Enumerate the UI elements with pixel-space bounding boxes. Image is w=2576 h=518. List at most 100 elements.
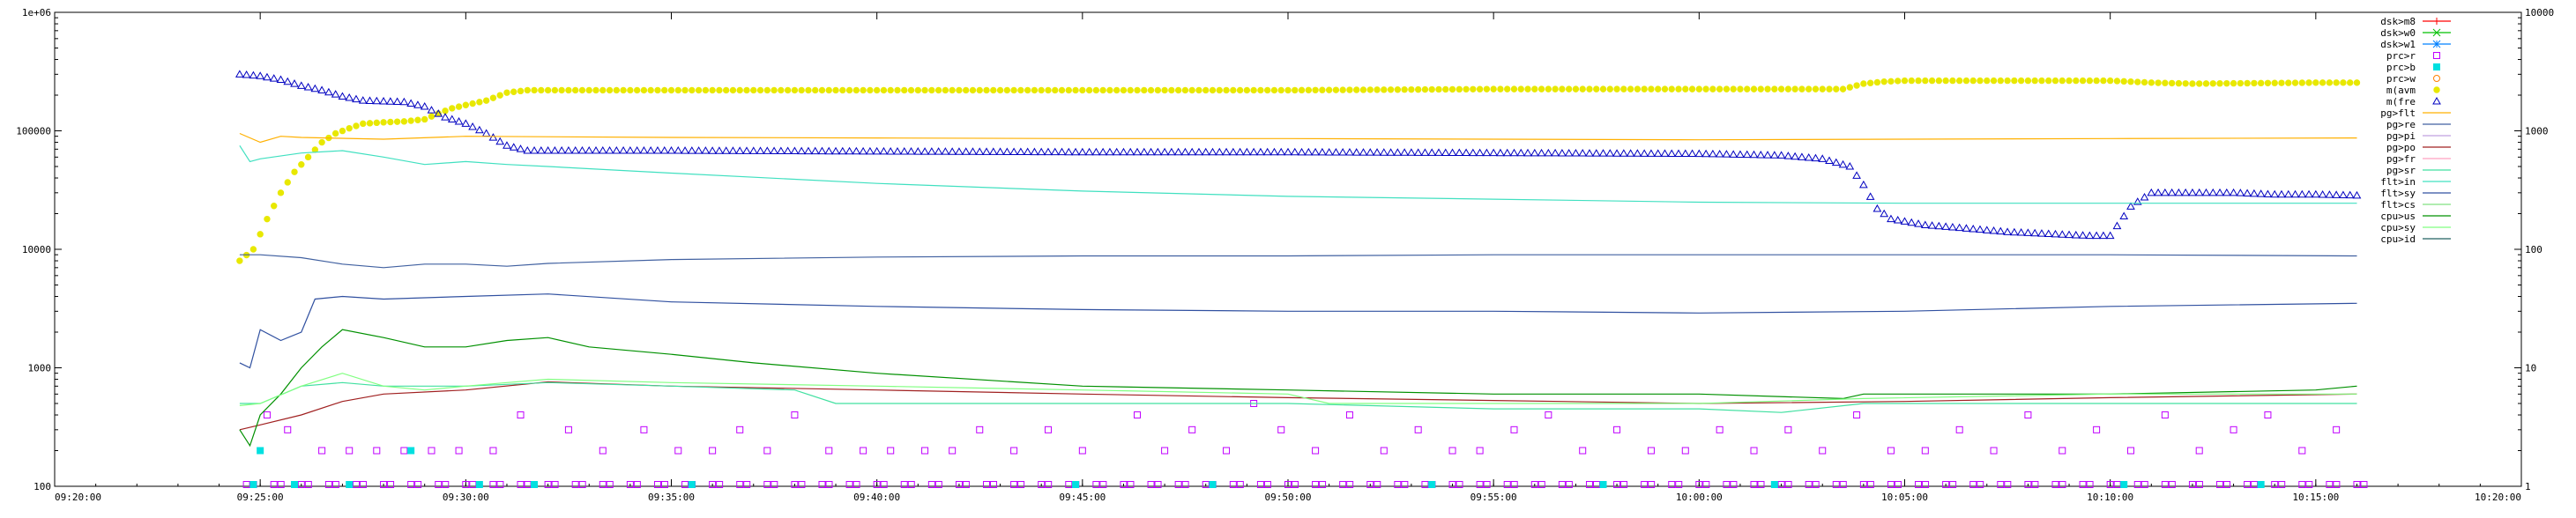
series-point bbox=[1339, 86, 1346, 93]
series-point bbox=[1730, 85, 1737, 92]
series-point bbox=[845, 86, 853, 94]
series-point bbox=[2071, 230, 2081, 239]
series-point bbox=[1338, 148, 1348, 156]
series-point bbox=[1626, 149, 1635, 157]
series-point bbox=[530, 146, 539, 154]
series-point bbox=[1250, 86, 1257, 94]
series-point bbox=[2059, 77, 2066, 85]
series-point bbox=[1579, 85, 1586, 92]
series-point bbox=[689, 86, 696, 94]
series-point bbox=[1351, 148, 1361, 156]
series-point bbox=[647, 86, 654, 94]
series-point bbox=[1168, 86, 1175, 94]
bottom-marker bbox=[1894, 481, 1902, 488]
series-point bbox=[276, 75, 286, 83]
series-point bbox=[2298, 79, 2305, 86]
series-point bbox=[1709, 85, 1716, 92]
series-point bbox=[2195, 447, 2203, 455]
bottom-marker bbox=[688, 481, 696, 488]
series-point bbox=[906, 147, 916, 155]
series-point bbox=[2155, 79, 2162, 86]
series-point bbox=[1716, 85, 1724, 92]
series-point bbox=[2051, 77, 2059, 85]
series-point bbox=[1394, 86, 1402, 93]
series-point bbox=[2353, 79, 2361, 86]
series-point bbox=[1346, 86, 1353, 93]
series-point bbox=[2093, 77, 2100, 85]
series-point bbox=[2318, 189, 2327, 198]
series-point bbox=[1345, 411, 1353, 419]
bottom-marker bbox=[1915, 481, 1923, 488]
series-point bbox=[2147, 188, 2156, 196]
series-point bbox=[728, 146, 738, 154]
bottom-marker bbox=[743, 481, 751, 488]
series-point bbox=[1784, 85, 1792, 92]
series-point bbox=[1141, 86, 1148, 94]
series-point bbox=[934, 147, 943, 155]
series-point bbox=[1037, 147, 1046, 156]
series-point bbox=[1269, 147, 1279, 156]
bottom-marker bbox=[633, 481, 641, 488]
series-point bbox=[1695, 85, 1703, 92]
bottom-marker bbox=[2059, 481, 2066, 488]
series-point bbox=[1819, 447, 1827, 455]
bottom-marker bbox=[2086, 481, 2094, 488]
series-point bbox=[1750, 85, 1758, 92]
series-prc-b bbox=[257, 447, 415, 455]
series-point bbox=[496, 92, 503, 99]
legend-marker bbox=[2433, 86, 2440, 93]
legend-label: pg>sr bbox=[2386, 165, 2416, 176]
series-point bbox=[750, 86, 757, 94]
series-point bbox=[441, 113, 450, 121]
series-point bbox=[1997, 77, 2005, 85]
series-point bbox=[1819, 85, 1826, 92]
series-point bbox=[442, 107, 449, 115]
bottom-marker bbox=[1942, 481, 1950, 488]
series-point bbox=[2346, 79, 2354, 86]
series-point bbox=[1756, 150, 1766, 159]
series-point bbox=[495, 137, 505, 145]
series-point bbox=[860, 447, 867, 455]
series-point bbox=[2194, 188, 2204, 196]
bottom-marker bbox=[531, 481, 539, 488]
series-point bbox=[982, 147, 991, 155]
bottom-marker bbox=[414, 481, 422, 488]
series-point bbox=[2134, 78, 2141, 85]
series-point bbox=[708, 146, 717, 154]
series-point bbox=[1235, 147, 1245, 156]
series-point bbox=[263, 411, 271, 419]
bottom-marker bbox=[1346, 481, 1354, 488]
series-point bbox=[1017, 86, 1024, 94]
series-point bbox=[1716, 426, 1724, 433]
series-point bbox=[661, 86, 668, 94]
series-point bbox=[1202, 86, 1210, 94]
series-point bbox=[1723, 85, 1731, 92]
series-point bbox=[1058, 86, 1066, 94]
series-point bbox=[832, 86, 839, 94]
series-point bbox=[318, 447, 326, 455]
series-point bbox=[2017, 77, 2025, 85]
series-point bbox=[1297, 147, 1307, 156]
series-point bbox=[406, 99, 416, 107]
series-point bbox=[366, 120, 374, 127]
series-cpu-sy bbox=[239, 373, 2357, 406]
bottom-marker bbox=[1421, 481, 1429, 488]
bottom-marker bbox=[934, 481, 942, 488]
series-point bbox=[338, 92, 347, 100]
bottom-marker bbox=[1592, 481, 1600, 488]
series-point bbox=[2099, 231, 2108, 240]
series-point bbox=[1428, 85, 1435, 93]
series-point bbox=[1749, 150, 1759, 159]
series-point bbox=[1153, 147, 1163, 156]
series-point bbox=[778, 86, 785, 94]
series-point bbox=[627, 86, 634, 94]
series-point bbox=[2120, 78, 2127, 85]
legend-label: flt>cs bbox=[2380, 199, 2416, 211]
series-point bbox=[577, 146, 587, 154]
series-point bbox=[955, 147, 964, 155]
series-point bbox=[2154, 188, 2163, 196]
bottom-marker bbox=[1181, 481, 1189, 488]
series-point bbox=[373, 447, 381, 455]
series-point bbox=[2277, 189, 2286, 198]
bottom-marker bbox=[1428, 481, 1436, 488]
